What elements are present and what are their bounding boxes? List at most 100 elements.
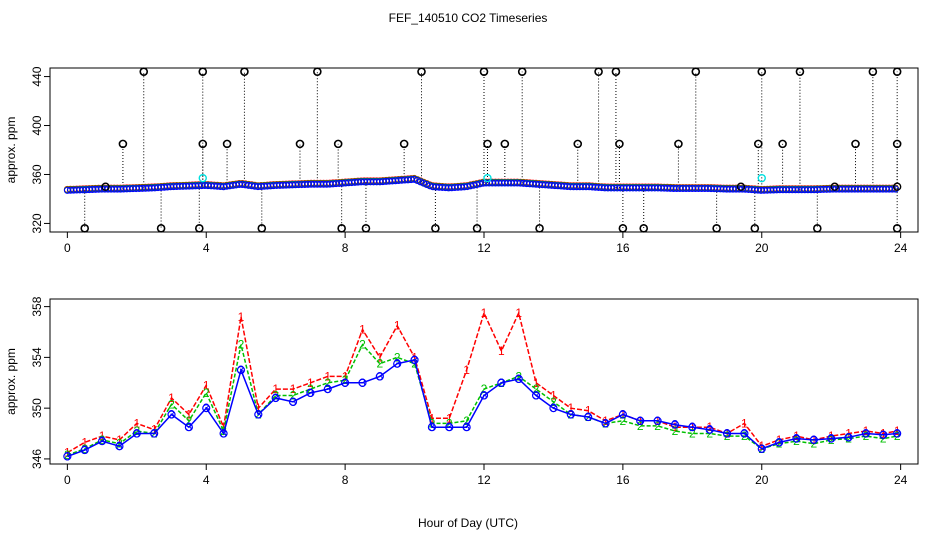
- series-line-red: [67, 310, 898, 454]
- spike-marker-22: [573, 139, 583, 149]
- series-point-blue: [584, 412, 593, 422]
- series-point-blue: [827, 434, 836, 443]
- series-point-blue: [132, 429, 141, 438]
- series-label-red: 1: [463, 363, 470, 377]
- series-label-red: 1: [324, 369, 331, 383]
- y-tick-label-bottom-3: 358: [30, 296, 44, 316]
- series-label-green: 2: [894, 429, 901, 443]
- x-axis-label: Hour of Day (UTC): [418, 516, 518, 530]
- series-label-red: 1: [498, 344, 505, 358]
- spike-marker-25: [753, 139, 763, 149]
- series-label-green: 2: [359, 338, 366, 352]
- series-label-green: 2: [515, 369, 522, 383]
- series-point-blue: [497, 378, 506, 387]
- series-label-blue: 3: [411, 353, 418, 367]
- series-label-blue: 3: [116, 439, 123, 453]
- spike-marker-34: [361, 224, 371, 233]
- spike-marker-35: [431, 224, 440, 233]
- series-point-blue: [775, 438, 784, 447]
- series-label-blue: 3: [533, 388, 540, 402]
- series-point-blue: [722, 429, 732, 438]
- series-label-blue: 3: [880, 428, 887, 442]
- series-label-red: 1: [567, 401, 574, 415]
- series-label-red: 1: [376, 350, 383, 364]
- spike-marker-3: [313, 67, 322, 76]
- baseline-point-blue: [466, 182, 474, 190]
- spike-marker-42: [813, 224, 822, 233]
- series-point-blue: [879, 430, 888, 439]
- x-tick-label-top-6: 24: [894, 241, 908, 255]
- series-label-red: 1: [307, 376, 314, 390]
- spike-marker-31: [194, 224, 204, 233]
- extra-point-2: [757, 173, 766, 183]
- series-label-blue: 3: [151, 427, 158, 441]
- series-label-blue: 3: [845, 430, 852, 444]
- x-tick-label-top-1: 4: [203, 241, 210, 255]
- series-point-blue: [393, 359, 402, 368]
- series-point-blue: [893, 429, 902, 438]
- series-label-blue: 3: [567, 408, 574, 422]
- series-point-blue: [236, 365, 246, 375]
- series-point-blue: [427, 423, 437, 432]
- series-point-blue: [254, 410, 263, 419]
- y-tick-label-bottom-2: 354: [30, 347, 44, 367]
- series-label-red: 1: [186, 408, 193, 422]
- spike-marker-0: [139, 67, 149, 76]
- y-axis-label-top: approx. ppm: [4, 117, 18, 184]
- y-tick-label-top-0: 320: [30, 213, 44, 233]
- series-label-red: 1: [602, 414, 609, 428]
- spike-marker-14: [118, 139, 128, 149]
- x-tick-label-bottom-6: 24: [894, 473, 908, 487]
- extra-point-5: [830, 182, 839, 191]
- series-label-blue: 3: [706, 423, 713, 437]
- series-label-green: 2: [741, 429, 748, 443]
- series-label-blue: 3: [550, 401, 557, 415]
- series-label-blue: 3: [133, 427, 140, 441]
- series-label-blue: 3: [894, 427, 901, 441]
- baseline-point-blue: [413, 177, 421, 185]
- spike-marker-9: [691, 67, 701, 76]
- series-label-blue: 3: [307, 386, 314, 400]
- series-label-red: 1: [411, 350, 418, 364]
- series-label-red: 1: [758, 439, 765, 453]
- x-tick-label-top-4: 16: [616, 241, 630, 255]
- spike-marker-39: [639, 224, 649, 233]
- series-point-blue: [566, 410, 575, 419]
- series-point-blue: [80, 445, 89, 455]
- series-label-red: 1: [359, 322, 366, 336]
- series-label-blue: 3: [290, 395, 297, 409]
- spike-marker-24: [674, 139, 683, 149]
- series-label-green: 2: [342, 373, 349, 387]
- baseline-point-blue: [470, 181, 478, 189]
- x-tick-label-bottom-3: 12: [477, 473, 491, 487]
- spike-marker-8: [611, 67, 621, 76]
- series-point-blue: [167, 410, 176, 419]
- series-label-blue: 3: [186, 420, 193, 434]
- series-label-red: 1: [255, 401, 262, 415]
- y-tick-label-top-1: 360: [30, 164, 44, 184]
- series-point-blue: [809, 435, 818, 444]
- series-label-red: 1: [880, 427, 887, 441]
- baseline-point-blue: [473, 181, 481, 189]
- series-label-blue: 3: [463, 420, 470, 434]
- series-label-green: 2: [463, 414, 470, 428]
- series-label-red: 1: [168, 391, 175, 405]
- series-label-blue: 3: [446, 420, 453, 434]
- series-label-green: 2: [828, 433, 835, 447]
- extra-point-1: [483, 173, 492, 183]
- series-point-blue: [97, 437, 107, 446]
- baseline-point-blue: [423, 181, 431, 189]
- figure-title: FEF_140510 CO2 Timeseries: [389, 11, 548, 25]
- series-label-blue: 3: [272, 391, 279, 405]
- series-label-green: 2: [620, 414, 627, 428]
- series-point-blue: [653, 416, 662, 425]
- series-point-blue: [202, 404, 211, 413]
- series-point-blue: [549, 404, 558, 413]
- series-label-green: 2: [99, 433, 106, 447]
- spike-marker-23: [615, 139, 624, 149]
- series-label-green: 2: [376, 357, 383, 371]
- series-label-blue: 3: [863, 427, 870, 441]
